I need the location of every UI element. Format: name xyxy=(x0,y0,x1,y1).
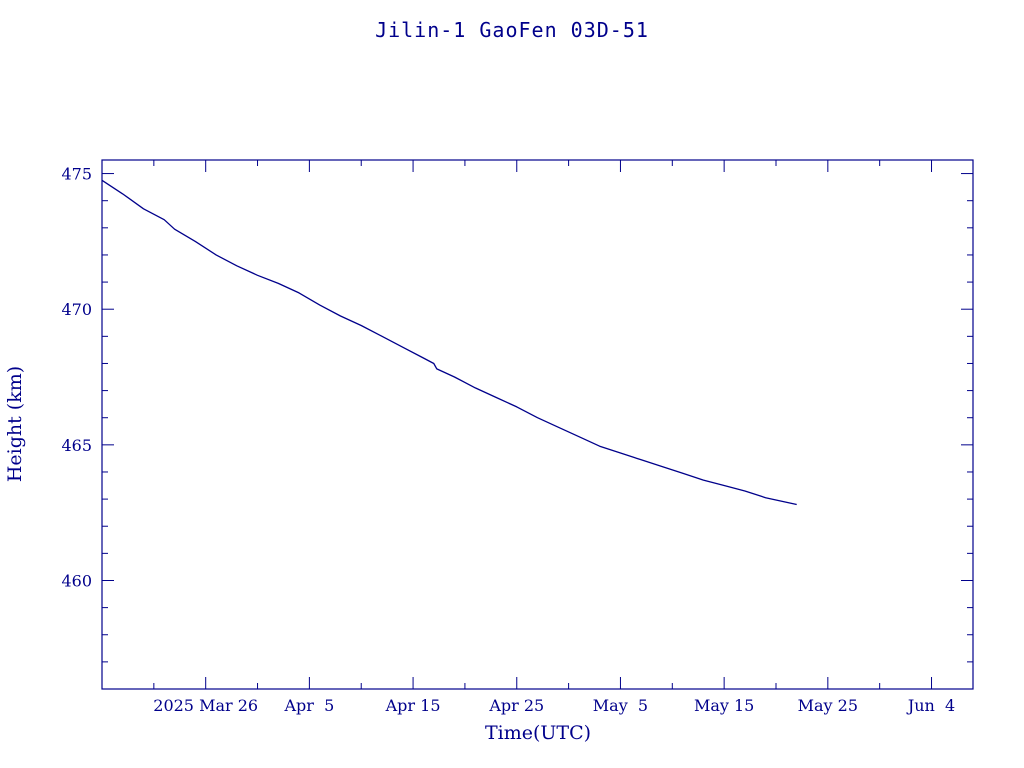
y-axis-label: Height (km) xyxy=(4,366,26,482)
y-tick-label: 465 xyxy=(61,436,92,455)
axis-ticks xyxy=(101,160,973,690)
x-tick-label: May 5 xyxy=(593,696,648,715)
x-tick-label: Apr 5 xyxy=(283,696,334,715)
chart-title: Jilin-1 GaoFen 03D-51 xyxy=(375,18,649,42)
x-tick-label: 2025 Mar 26 xyxy=(153,696,258,715)
plot-frame xyxy=(101,159,974,690)
x-tick-label: May 15 xyxy=(694,696,754,715)
y-tick-label: 460 xyxy=(61,571,92,590)
x-tick-labels: 2025 Mar 26 Apr 5 Apr 15 Apr 25 May 5 May 15 M… xyxy=(153,696,955,715)
height-series-line xyxy=(101,179,797,506)
y-tick-label: 470 xyxy=(61,300,92,319)
x-tick-label: Jun 4 xyxy=(906,696,955,715)
x-tick-label: May 25 xyxy=(798,696,858,715)
y-tick-labels: 460 465 470 475 xyxy=(61,165,92,591)
x-tick-label: Apr 25 xyxy=(488,696,544,715)
x-axis-label: Time(UTC) xyxy=(485,722,591,744)
y-tick-label: 475 xyxy=(61,165,92,184)
x-tick-label: Apr 15 xyxy=(385,696,441,715)
